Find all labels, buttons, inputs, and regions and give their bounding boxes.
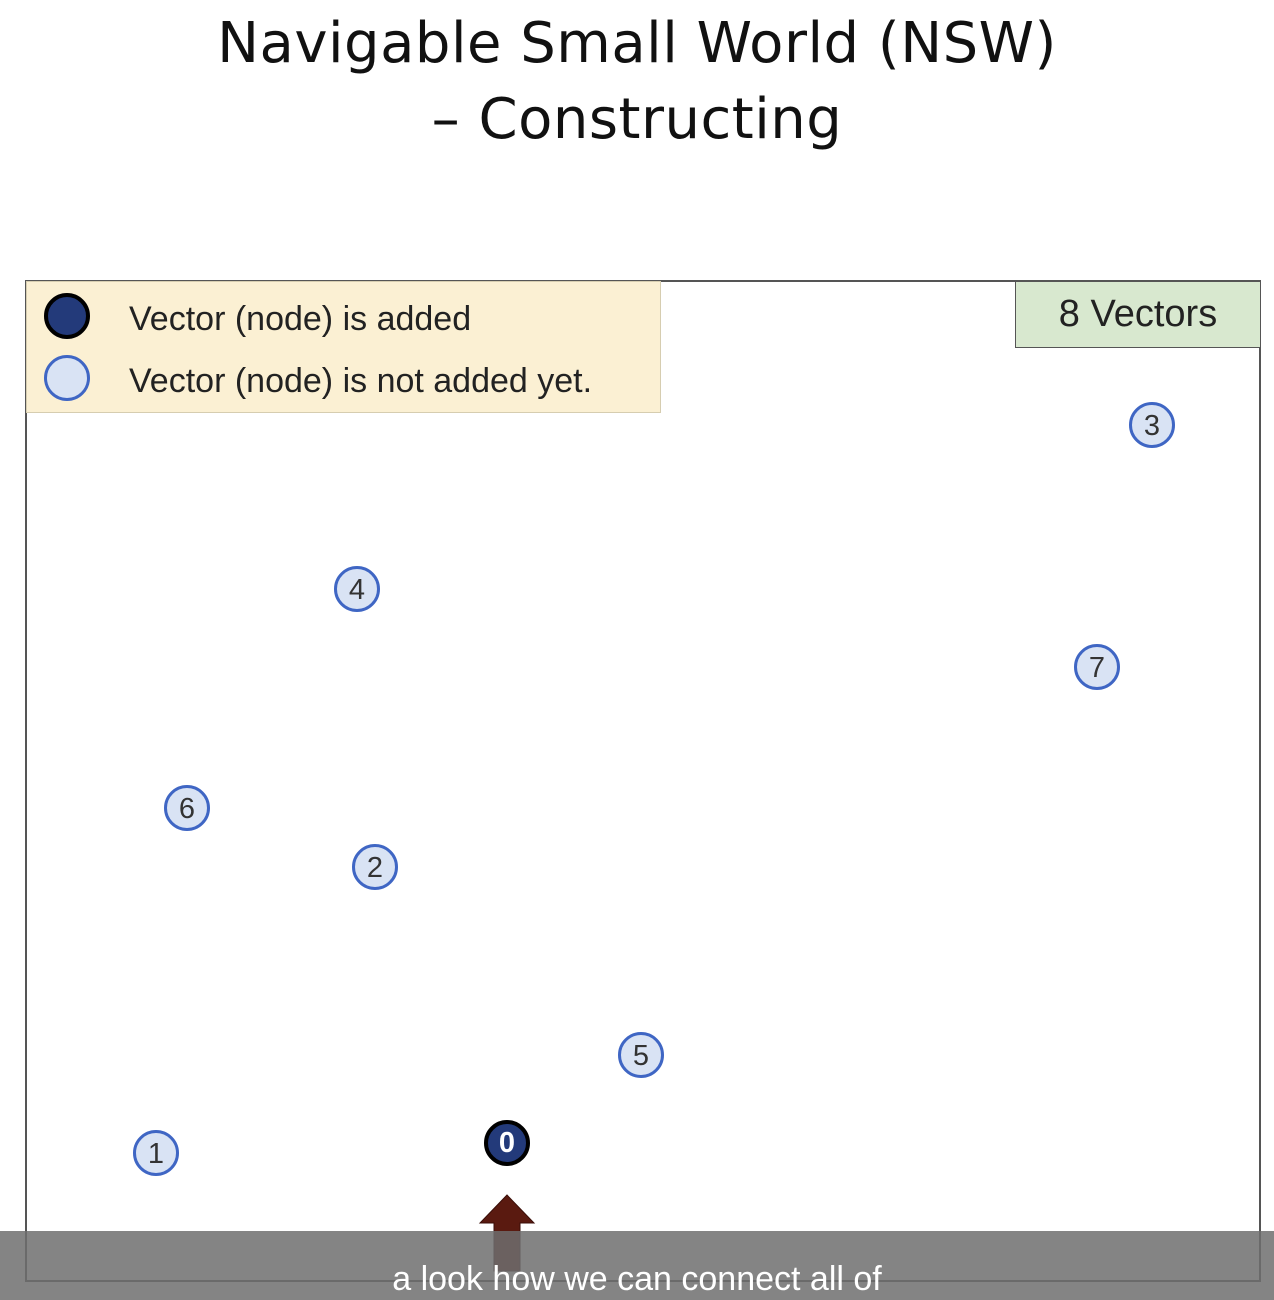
legend-added-label: Vector (node) is added	[129, 300, 472, 338]
node-6: 6	[164, 785, 210, 831]
slide-title: Navigable Small World (NSW) – Constructi…	[0, 6, 1274, 158]
pending-node-swatch	[44, 355, 90, 401]
legend-pending-label: Vector (node) is not added yet.	[129, 362, 593, 400]
legend: Vector (node) is added Vector (node) is …	[26, 281, 661, 413]
subtitle-bar	[0, 1231, 1274, 1300]
added-node-swatch	[44, 293, 90, 339]
subtitle-text: a look how we can connect all of	[392, 1260, 882, 1298]
node-5: 5	[618, 1032, 664, 1078]
node-2: 2	[352, 844, 398, 890]
title-line-2: – Constructing	[431, 87, 843, 152]
node-0: 0	[484, 1120, 530, 1166]
graph-canvas	[25, 280, 1261, 1282]
node-1: 1	[133, 1130, 179, 1176]
node-3: 3	[1129, 402, 1175, 448]
title-line-1: Navigable Small World (NSW)	[217, 11, 1057, 76]
vector-count-badge: 8 Vectors	[1015, 281, 1261, 348]
node-7: 7	[1074, 644, 1120, 690]
node-4: 4	[334, 566, 380, 612]
